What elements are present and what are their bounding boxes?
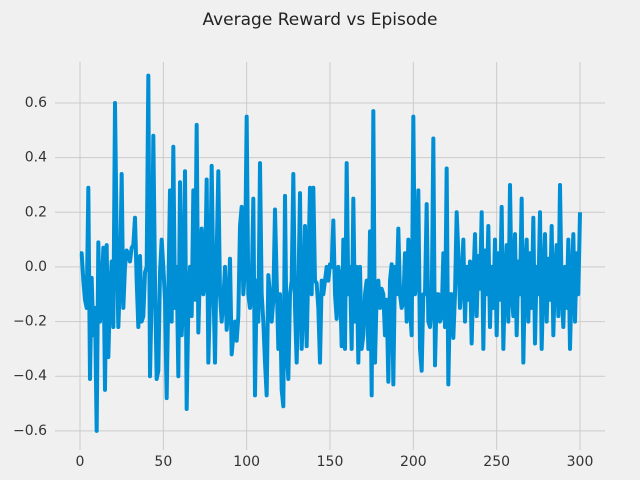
y-tick-label: 0.2 — [25, 204, 47, 220]
y-tick-label: −0.6 — [13, 423, 47, 439]
y-tick-label: −0.2 — [13, 314, 47, 330]
y-tick-label: 0.6 — [25, 95, 47, 111]
x-tick-label: 200 — [400, 454, 427, 470]
y-tick-label: −0.4 — [13, 368, 47, 384]
chart-title: Average Reward vs Episode — [202, 10, 437, 30]
line-series — [79, 73, 582, 433]
x-tick-label: 0 — [76, 454, 85, 470]
x-tick-label: 300 — [567, 454, 594, 470]
y-tick-label: 0.0 — [25, 259, 47, 275]
x-tick-label: 150 — [317, 454, 344, 470]
x-tick-label: 100 — [233, 454, 260, 470]
y-tick-label: 0.4 — [25, 150, 47, 166]
x-tick-label: 50 — [154, 454, 172, 470]
x-tick-label: 250 — [483, 454, 510, 470]
